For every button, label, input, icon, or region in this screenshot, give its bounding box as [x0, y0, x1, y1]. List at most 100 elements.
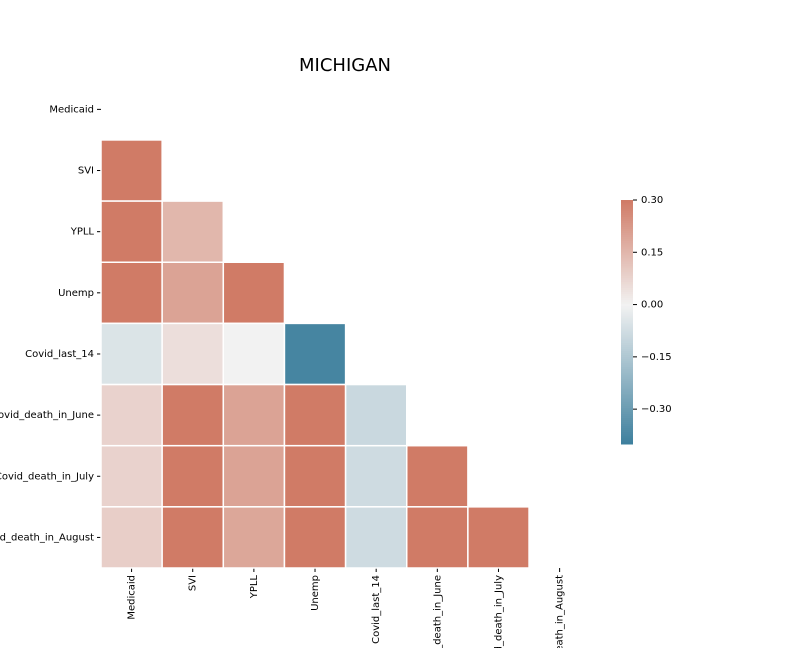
heatmap-cell: [344, 506, 408, 569]
colorbar-segment: [621, 421, 633, 425]
colorbar-segment: [621, 368, 633, 372]
colorbar-segment: [621, 401, 633, 404]
colorbar-segment: [621, 214, 633, 217]
colorbar-segment: [621, 435, 633, 439]
x-tick-label: SVI: [188, 575, 199, 591]
colorbar-segment: [621, 354, 633, 358]
colorbar-segment: [621, 267, 633, 270]
heatmap-cell: [283, 444, 347, 508]
y-tick-label: Covid_death_in_July: [0, 471, 94, 482]
heatmap-cell: [406, 506, 469, 569]
colorbar-segment: [621, 374, 633, 378]
colorbar-segment: [621, 216, 633, 219]
colorbar-segment: [621, 279, 633, 282]
heatmap-cell: [344, 444, 408, 508]
colorbar-segment: [621, 389, 633, 392]
colorbar-segment: [621, 399, 633, 402]
heatmap-cell: [100, 200, 163, 264]
colorbar-segment: [621, 281, 633, 284]
colorbar-segment: [621, 334, 633, 337]
colorbar-segment: [621, 437, 633, 441]
colorbar-segment: [621, 409, 633, 412]
heatmap-cell: [283, 383, 347, 447]
colorbar-segment: [621, 380, 633, 384]
colorbar-segment: [621, 362, 633, 366]
colorbar-segment: [621, 254, 633, 258]
colorbar-segment: [621, 376, 633, 380]
colorbar-segment: [621, 385, 633, 388]
colorbar-segment: [621, 370, 633, 374]
colorbar-segment: [621, 311, 633, 315]
heatmap-cell: [100, 261, 163, 325]
colorbar-segment: [621, 383, 633, 386]
y-tick-label: YPLL: [70, 227, 95, 238]
colorbar-segment: [621, 293, 633, 297]
colorbar-segment: [621, 246, 633, 250]
colorbar-segment: [621, 425, 633, 429]
y-tick-label: Covid_death_in_August: [0, 532, 94, 543]
colorbar-segment: [621, 252, 633, 256]
colorbar-segment: [621, 248, 633, 252]
heatmap-cell: [161, 200, 225, 264]
colorbar-segment: [621, 407, 633, 410]
colorbar-segment: [621, 226, 633, 229]
colorbar-segment: [621, 289, 633, 292]
colorbar-segment: [621, 238, 633, 242]
colorbar-segment: [621, 378, 633, 382]
colorbar-segment: [621, 427, 633, 431]
colorbar-segment: [621, 350, 633, 353]
colorbar-segment: [621, 206, 633, 209]
colorbar-segment: [621, 208, 633, 211]
colorbar-segment: [621, 364, 633, 368]
colorbar-segment: [621, 413, 633, 417]
colorbar-segment: [621, 263, 633, 266]
colorbar-segment: [621, 319, 633, 323]
colorbar-segment: [621, 301, 633, 305]
colorbar-segment: [621, 405, 633, 408]
colorbar-segment: [621, 277, 633, 280]
colorbar-segment: [621, 309, 633, 313]
colorbar-segment: [621, 419, 633, 423]
colorbar-segment: [621, 202, 633, 205]
colorbar-segment: [621, 342, 633, 345]
colorbar-segment: [621, 328, 633, 331]
heatmap-cell: [222, 322, 286, 386]
colorbar-tick-label: −0.30: [641, 404, 672, 415]
colorbar-segment: [621, 344, 633, 347]
colorbar-segment: [621, 429, 633, 433]
colorbar-segment: [621, 291, 633, 295]
colorbar-segment: [621, 222, 633, 225]
colorbar-segment: [621, 391, 633, 394]
colorbar-segment: [621, 423, 633, 427]
colorbar-segment: [621, 200, 633, 203]
colorbar-segment: [621, 336, 633, 339]
x-tick-label: Unemp: [310, 575, 321, 611]
colorbar-segment: [621, 244, 633, 248]
heatmap-cell: [161, 261, 225, 325]
colorbar-segment: [621, 275, 633, 278]
colorbar-segment: [621, 315, 633, 319]
colorbar-tick-label: 0.00: [641, 300, 663, 311]
x-tick-label: Covid_death_in_July: [493, 575, 504, 648]
y-tick-label: Covid_last_14: [25, 349, 94, 360]
colorbar-segment: [621, 220, 633, 223]
colorbar-segment: [621, 224, 633, 227]
colorbar-segment: [621, 240, 633, 244]
colorbar-segment: [621, 332, 633, 335]
colorbar-segment: [621, 295, 633, 299]
x-tick-label: Covid_death_in_June: [432, 575, 443, 648]
heatmap-cell: [100, 506, 163, 569]
colorbar-segment: [621, 204, 633, 207]
colorbar-segment: [621, 299, 633, 303]
heatmap-cell: [283, 506, 347, 569]
colorbar-segment: [621, 322, 633, 325]
colorbar-segment: [621, 230, 633, 234]
heatmap-cell: [406, 444, 469, 508]
colorbar-segment: [621, 317, 633, 321]
colorbar-segment: [621, 326, 633, 329]
colorbar-segment: [621, 258, 633, 262]
colorbar-segment: [621, 352, 633, 356]
colorbar-segment: [621, 265, 633, 268]
colorbar-segment: [621, 372, 633, 376]
colorbar-segment: [621, 387, 633, 390]
